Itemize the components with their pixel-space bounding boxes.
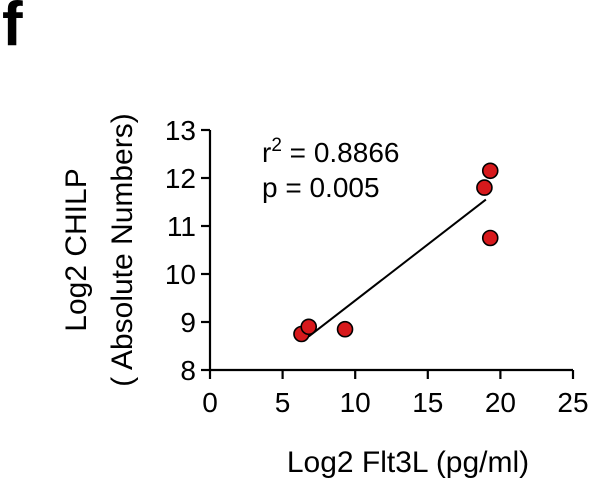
y-ticks: 8 9 10 11 12 13	[165, 115, 210, 386]
x-axis-label: Log2 Flt3L (pg/ml)	[287, 446, 529, 479]
data-point	[481, 162, 499, 180]
data-point	[476, 179, 493, 196]
y-tick-label: 8	[180, 355, 196, 386]
y-tick-label: 11	[167, 211, 196, 242]
x-tick-label: 15	[412, 387, 443, 418]
x-tick-label: 10	[340, 387, 371, 418]
x-tick-label: 20	[485, 387, 516, 418]
y-axis-label-line1: Log2 CHILP	[60, 168, 93, 331]
r-squared-annotation: r2 = 0.8866	[262, 135, 399, 168]
y-tick-label: 13	[165, 115, 196, 146]
y-tick-label: 9	[180, 307, 196, 338]
data-points	[293, 162, 499, 343]
y-tick-label: 10	[165, 259, 196, 290]
data-point	[300, 318, 318, 336]
x-tick-label: 5	[275, 387, 291, 418]
y-axis-label-line2: ( Absolute Numbers)	[106, 113, 139, 386]
regression-line	[308, 198, 487, 338]
p-value-annotation: p = 0.005	[262, 172, 380, 203]
panel-label: f	[2, 0, 23, 59]
data-point	[481, 229, 499, 247]
y-tick-label: 12	[165, 163, 196, 194]
x-tick-label: 0	[202, 387, 218, 418]
x-ticks: 0 5 10 15 20 25	[202, 370, 589, 418]
axes	[208, 130, 573, 372]
x-tick-label: 25	[557, 387, 588, 418]
data-point	[336, 320, 354, 338]
